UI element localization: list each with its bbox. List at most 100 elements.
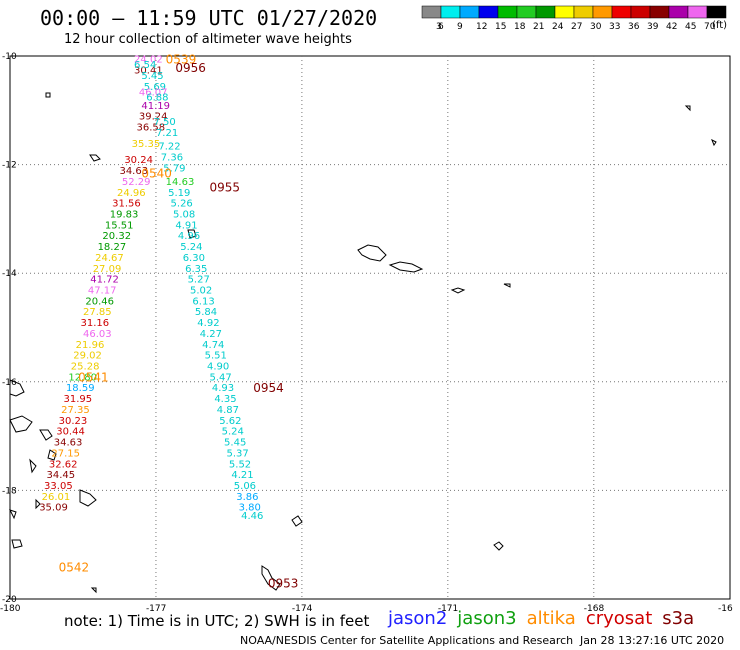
legend-label: 9 xyxy=(457,22,463,32)
lat-tick-label: -18 xyxy=(2,486,17,496)
legend-swatch xyxy=(421,5,442,19)
island-fiji-1 xyxy=(9,379,25,397)
wave-height-label-altika: 34.63 xyxy=(54,438,83,449)
wave-height-label-s3a: 5.02 xyxy=(190,285,212,296)
island-small-5 xyxy=(45,92,51,98)
map-subtitle: 12 hour collection of altimeter wave hei… xyxy=(64,32,352,47)
wave-height-label-altika: 30.23 xyxy=(59,416,88,427)
map-title: 00:00 – 11:59 UTC 01/27/2020 xyxy=(40,6,378,30)
footer-note: note: 1) Time is in UTC; 2) SWH is in fe… xyxy=(64,612,370,630)
wave-height-label-s3a: 5.24 xyxy=(222,427,244,438)
wave-height-label-s3a: 6.30 xyxy=(183,253,205,264)
legend-swatch xyxy=(573,5,594,19)
wave-height-label-altika: 12.80 xyxy=(68,372,97,383)
wave-height-label-s3a: 14.63 xyxy=(166,177,195,188)
wave-height-label-altika: 18.59 xyxy=(66,383,95,394)
track-labels: 24.0230.4135.3530.2434.6352.2924.9631.56… xyxy=(39,55,263,522)
wave-height-label-s3a: 7.50 xyxy=(154,117,176,128)
graticule xyxy=(10,56,730,599)
wave-height-label-altika: 20.46 xyxy=(85,296,114,307)
lon-tick-label: -16 xyxy=(718,604,733,614)
legend-label: 3 xyxy=(436,22,442,32)
island-fiji-4 xyxy=(47,449,57,461)
wave-height-label-s3a: 5.62 xyxy=(219,416,241,427)
island-wallis xyxy=(450,287,466,294)
color-legend: 36 9 12 15 18 21 24 27 30 33 36 39 42 45 70 xyxy=(421,5,727,32)
wave-height-label-altika: 30.41 xyxy=(134,66,163,77)
island-fiji-7 xyxy=(9,509,17,520)
pass-time-label: 0955 xyxy=(209,180,240,194)
island-small-8 xyxy=(291,515,303,527)
wave-height-label-s3a: 5.06 xyxy=(234,481,256,492)
satellite-name-jason2: jason2 xyxy=(388,608,448,629)
wave-height-label-altika: 24.02 xyxy=(134,55,163,66)
wave-height-label-altika: 27.85 xyxy=(83,307,112,318)
legend-swatch xyxy=(497,5,518,19)
wave-height-label-s3a: 6.13 xyxy=(192,296,214,307)
lon-tick-label: -168 xyxy=(584,604,605,614)
legend-units: (ft) xyxy=(712,20,728,31)
lat-tick-label: -20 xyxy=(2,595,17,605)
satellite-name-altika: altika xyxy=(526,608,576,629)
wave-height-label-altika: 25.28 xyxy=(71,362,100,373)
island-fiji-10 xyxy=(35,498,41,510)
wave-height-label-s3a: 41.19 xyxy=(141,101,170,112)
wave-height-label-altika: 20.32 xyxy=(102,231,131,242)
wave-height-label-s3a: 39.24 xyxy=(139,112,168,123)
legend-label: 30 xyxy=(590,22,602,32)
island-small-4 xyxy=(711,138,717,147)
satellite-name-s3a: s3a xyxy=(662,608,695,629)
pass-time-label: 0540 xyxy=(141,167,172,181)
legend-label: 18 xyxy=(514,22,526,32)
legend-label: 15 xyxy=(495,22,506,32)
legend-swatch xyxy=(706,5,727,19)
wave-height-label-altika: 33.05 xyxy=(44,481,73,492)
island-fiji-9 xyxy=(90,587,97,594)
wave-height-label-s3a: 4.92 xyxy=(197,318,219,329)
legend-label: 27 xyxy=(571,22,582,32)
wave-height-label-s3a: 5.69 xyxy=(144,82,166,93)
wave-height-label-s3a: 6.88 xyxy=(146,93,168,104)
wave-height-label-altika: 46.03 xyxy=(83,329,112,340)
wave-height-label-s3a: 4.21 xyxy=(231,470,253,481)
wave-height-label-altika: 24.96 xyxy=(117,188,146,199)
wave-height-label-s3a: 4.35 xyxy=(214,394,236,405)
legend-swatch xyxy=(687,5,708,19)
wave-height-label-s3a: 5.24 xyxy=(180,242,202,253)
satellite-key: jason2 jason3 altika cryosat s3a xyxy=(388,608,704,629)
island-samoa-east xyxy=(388,261,424,273)
island-small-6 xyxy=(89,154,101,162)
island-small-9 xyxy=(261,565,281,591)
wave-height-label-s3a: 4.27 xyxy=(200,329,222,340)
wave-height-label-s3a: 4.87 xyxy=(217,405,239,416)
legend-label: 45 xyxy=(685,22,696,32)
pass-time-label: 0539 xyxy=(166,53,197,67)
wave-height-label-altika: 30.24 xyxy=(124,155,153,166)
coastlines xyxy=(9,92,717,594)
pass-time-label: 0542 xyxy=(59,560,90,574)
wave-height-label-altika: 31.56 xyxy=(112,199,141,210)
legend-swatch xyxy=(535,5,556,19)
legend-swatch xyxy=(459,5,480,19)
lon-tick-label: -177 xyxy=(146,604,166,614)
footer-credit: NOAA/NESDIS Center for Satellite Applica… xyxy=(240,634,574,647)
lat-tick-label: -14 xyxy=(2,269,17,279)
wave-height-label-s3a: 46.07 xyxy=(139,87,168,98)
legend-swatch xyxy=(440,5,461,19)
lat-tick-label: -16 xyxy=(2,378,17,388)
legend-label: 24 xyxy=(552,22,564,32)
wave-height-label-s3a: 6.35 xyxy=(185,264,207,275)
legend-label: 70 xyxy=(704,22,716,32)
lat-tick-label: -12 xyxy=(2,161,17,171)
wave-height-label-altika: 15.51 xyxy=(105,220,134,231)
legend-label: 33 xyxy=(609,22,620,32)
wave-height-label-s3a: 4.93 xyxy=(212,383,234,394)
wave-height-label-altika: 18.27 xyxy=(98,242,127,253)
wave-height-label-s3a: 5.45 xyxy=(224,438,246,449)
wave-height-label-s3a: 5.79 xyxy=(163,163,185,174)
legend-label: 42 xyxy=(666,22,677,32)
wave-height-label-s3a: 6.54 xyxy=(134,60,156,71)
wave-height-label-altika: 27.09 xyxy=(93,264,122,275)
